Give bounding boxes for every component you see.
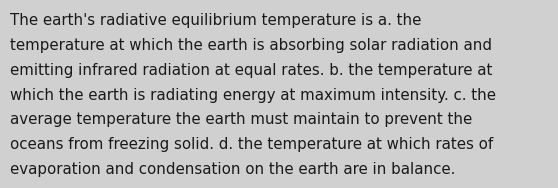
Text: temperature at which the earth is absorbing solar radiation and: temperature at which the earth is absorb…: [10, 38, 492, 53]
Text: which the earth is radiating energy at maximum intensity. c. the: which the earth is radiating energy at m…: [10, 88, 496, 103]
Text: average temperature the earth must maintain to prevent the: average temperature the earth must maint…: [10, 112, 472, 127]
Text: oceans from freezing solid. d. the temperature at which rates of: oceans from freezing solid. d. the tempe…: [10, 137, 493, 152]
Text: evaporation and condensation on the earth are in balance.: evaporation and condensation on the eart…: [10, 162, 455, 177]
Text: The earth's radiative equilibrium temperature is a. the: The earth's radiative equilibrium temper…: [10, 13, 421, 28]
Text: emitting infrared radiation at equal rates. b. the temperature at: emitting infrared radiation at equal rat…: [10, 63, 492, 78]
